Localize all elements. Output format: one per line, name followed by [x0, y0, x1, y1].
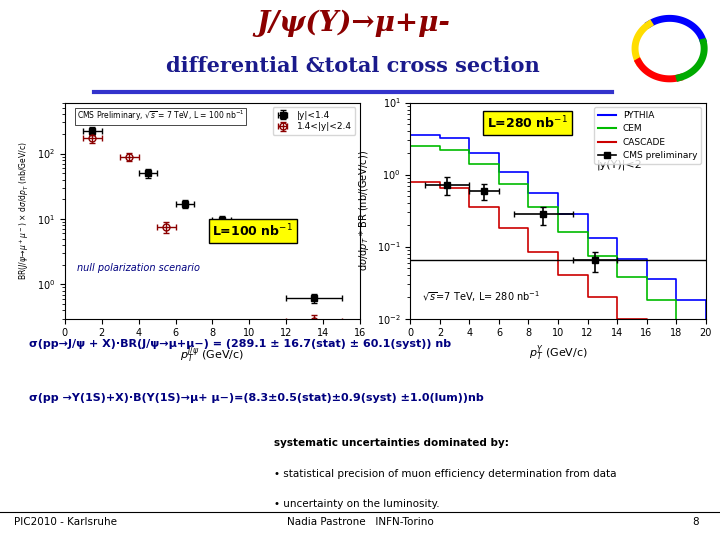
Text: systematic uncertainties dominated by:: systematic uncertainties dominated by: — [274, 438, 508, 449]
Text: |y(Y)|<2: |y(Y)|<2 — [596, 159, 642, 170]
Text: L=100 nb$^{-1}$: L=100 nb$^{-1}$ — [212, 223, 293, 240]
Text: CMS Preliminary, $\sqrt{s}$ = 7 TeV, L = 100 nb$^{-1}$: CMS Preliminary, $\sqrt{s}$ = 7 TeV, L =… — [76, 109, 244, 124]
Text: L=280 nb$^{-1}$: L=280 nb$^{-1}$ — [487, 115, 568, 132]
X-axis label: $p_T^Y$ (GeV/c): $p_T^Y$ (GeV/c) — [528, 344, 588, 363]
Text: $\sqrt{s}$=7 TeV, L= 280 nb$^{-1}$: $\sqrt{s}$=7 TeV, L= 280 nb$^{-1}$ — [422, 289, 541, 305]
Text: 8: 8 — [692, 517, 698, 527]
Y-axis label: d$\sigma$/d$p_T$ * BR (nb/(GeV/c)): d$\sigma$/d$p_T$ * BR (nb/(GeV/c)) — [357, 150, 372, 271]
Y-axis label: BR$(J/\psi\!\rightarrow\!\mu^+\mu^-)$ $\times$ d$\sigma$/d$p_T$ (nb/GeV/c): BR$(J/\psi\!\rightarrow\!\mu^+\mu^-)$ $\… — [17, 141, 31, 280]
Legend: |y|<1.4, 1.4<|y|<2.4: |y|<1.4, 1.4<|y|<2.4 — [272, 107, 356, 135]
Text: • uncertainty on the luminosity.: • uncertainty on the luminosity. — [274, 499, 439, 509]
Text: • statistical precision of muon efficiency determination from data: • statistical precision of muon efficien… — [274, 469, 616, 479]
Text: σ(pp →Y(1S)+X)·B(Y(1S)→μ+ μ−)=(8.3±0.5(stat)±0.9(syst) ±1.0(lum))nb: σ(pp →Y(1S)+X)·B(Y(1S)→μ+ μ−)=(8.3±0.5(s… — [29, 393, 484, 403]
Text: null polarization scenario: null polarization scenario — [76, 263, 199, 273]
Text: PIC2010 - Karlsruhe: PIC2010 - Karlsruhe — [14, 517, 117, 527]
Text: σ(pp→J/ψ + X)·BR(J/ψ→μ+μ−) = (289.1 ± 16.7(stat) ± 60.1(syst)) nb: σ(pp→J/ψ + X)·BR(J/ψ→μ+μ−) = (289.1 ± 16… — [29, 339, 451, 349]
Text: differential &total cross section: differential &total cross section — [166, 56, 540, 76]
Text: CMS: CMS — [24, 23, 55, 36]
X-axis label: $p_T^{J/\psi}$ (GeV/c): $p_T^{J/\psi}$ (GeV/c) — [180, 344, 245, 365]
Legend: PYTHIA, CEM, CASCADE, CMS preliminary: PYTHIA, CEM, CASCADE, CMS preliminary — [594, 107, 701, 164]
Text: Nadia Pastrone   INFN-Torino: Nadia Pastrone INFN-Torino — [287, 517, 433, 527]
Text: J/ψ(Y)→μ+μ-: J/ψ(Y)→μ+μ- — [256, 10, 450, 37]
